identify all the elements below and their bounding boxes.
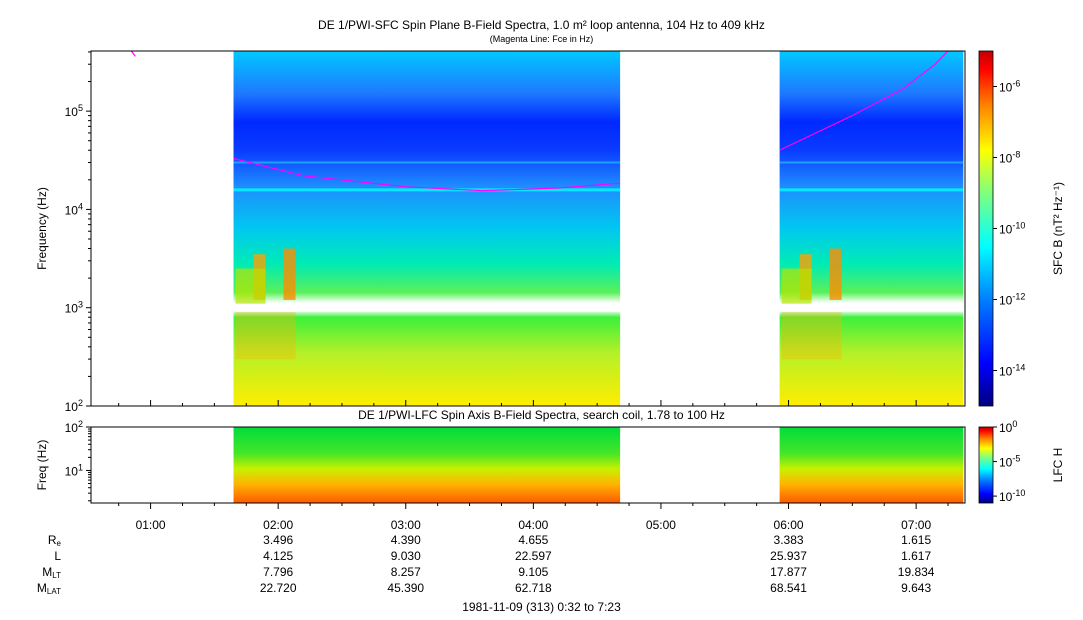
ephemeris-value: 22.597: [514, 549, 552, 563]
fce-line: [130, 50, 136, 57]
ephemeris-value: 62.718: [514, 581, 552, 595]
ephemeris-row-label: MLAT: [37, 581, 61, 596]
sfc-ytick-label: 103: [65, 300, 83, 316]
ephemeris-value: 7.796: [263, 565, 294, 579]
ephemeris-value: 25.937: [770, 549, 807, 563]
time-range-footer: 1981-11-09 (313) 0:32 to 7:23: [462, 600, 621, 614]
subtitle: (Magenta Line: Fce in Hz): [489, 34, 594, 44]
sfc-emission-line: [233, 188, 621, 192]
ephemeris-label-main: M: [36, 581, 47, 595]
ephemeris-value: 9.030: [390, 549, 421, 563]
ephemeris-value: 22.720: [259, 581, 297, 595]
chart-axes: 102 103 104 105 101 102 Frequency (Hz) Freq (Hz…: [35, 50, 966, 532]
sfc-burst-patch: [781, 268, 812, 304]
sfc-emission-line: [233, 161, 621, 164]
ephemeris-label-main: L: [54, 549, 61, 563]
ephemeris-row-label: L: [54, 549, 61, 563]
main-title: DE 1/PWI-SFC Spin Plane B-Field Spectra,…: [318, 18, 765, 32]
sfc-colorbar-label: 10-8: [999, 150, 1020, 166]
ephemeris-value: 17.877: [770, 565, 807, 579]
fce-line: [779, 50, 949, 151]
sfc-colorbar-label: 10-6: [999, 79, 1020, 95]
lfc-colorbar-title: LFC H: [1051, 448, 1065, 483]
ephemeris-label-subscript: LAT: [46, 587, 61, 596]
lfc-ytick-label: 102: [65, 419, 83, 435]
ephemeris-value: 1.615: [901, 533, 932, 547]
ephemeris-value: 1.617: [901, 549, 932, 563]
fce-line: [233, 157, 621, 192]
sfc-emission-line: [779, 161, 964, 164]
ephemeris-value: 19.834: [897, 565, 935, 579]
lfc-colorbar-label: 100: [999, 419, 1017, 435]
sfc-burst-patch: [829, 248, 842, 300]
lfc-spectrogram: [233, 427, 964, 503]
xtick-label: 03:00: [391, 518, 421, 532]
sfc-data-block-1: [233, 51, 621, 406]
sfc-emission-line: [779, 188, 964, 192]
sfc-colorbar-title: SFC B (nT² Hz⁻¹): [1051, 182, 1065, 275]
sfc-colorbar: [978, 50, 994, 407]
ephemeris-value: 4.655: [518, 533, 549, 547]
sfc-gap-band: [779, 305, 964, 312]
sfc-burst-patch: [235, 268, 266, 304]
sfc-frame: [90, 50, 966, 407]
ephemeris-value: 8.257: [390, 565, 421, 579]
sfc-ylabel: Frequency (Hz): [35, 187, 49, 270]
sfc-spectrogram: [130, 50, 964, 406]
ephemeris-row-label: Re: [48, 533, 61, 548]
sfc-gap-band: [233, 305, 621, 312]
sfc-data-block-2: [779, 51, 964, 406]
lower-panel-title: DE 1/PWI-LFC Spin Axis B-Field Spectra, …: [358, 408, 725, 422]
colorbars: 10-6 10-8 10-10 10-12 10-14 SFC B (nT² Hz⁻¹) 1…: [978, 50, 1065, 504]
ephemeris-value: 45.390: [387, 581, 425, 595]
sfc-ytick-label: 104: [65, 201, 83, 217]
lfc-ylabel: Freq (Hz): [35, 440, 49, 491]
xtick-label: 04:00: [518, 518, 548, 532]
sfc-burst-patch: [235, 312, 296, 360]
ephemeris-value: 3.496: [263, 533, 294, 547]
lfc-ytick-label: 101: [65, 462, 83, 478]
xtick-label: 02:00: [263, 518, 293, 532]
ephemeris-label-main: R: [47, 533, 57, 547]
sfc-ytick-label: 102: [65, 398, 83, 414]
lfc-colorbar-label: 10-5: [999, 454, 1020, 470]
lfc-colorbar: [978, 426, 994, 504]
lfc-data-block-2: [779, 427, 964, 503]
ephemeris-value: 3.383: [773, 533, 804, 547]
lfc-frame: [90, 426, 966, 504]
ephemeris-label-subscript: LT: [52, 571, 61, 580]
ephemeris-value: 4.390: [390, 533, 421, 547]
ephemeris-value: 68.541: [770, 581, 807, 595]
sfc-burst-patch: [283, 248, 296, 300]
ephemeris-value: 9.643: [901, 581, 932, 595]
sfc-colorbar-label: 10-12: [999, 292, 1025, 308]
lfc-colorbar-label: 10-10: [999, 488, 1025, 504]
sfc-ytick-label: 105: [65, 103, 83, 119]
xtick-label: 05:00: [646, 518, 676, 532]
ephemeris-row-label: MLT: [42, 565, 61, 580]
ephemeris-value: 9.105: [518, 565, 549, 579]
sfc-colorbar-label: 10-10: [999, 221, 1025, 237]
xtick-label: 01:00: [136, 518, 166, 532]
ephemeris-label-main: M: [42, 565, 53, 579]
xtick-label: 06:00: [774, 518, 804, 532]
sfc-burst-patch: [781, 312, 842, 360]
ephemeris-value: 4.125: [263, 549, 294, 563]
xtick-label: 07:00: [901, 518, 931, 532]
ephemeris-label-subscript: e: [56, 539, 61, 548]
sfc-colorbar-label: 10-14: [999, 363, 1025, 379]
lfc-data-block-1: [233, 427, 621, 503]
